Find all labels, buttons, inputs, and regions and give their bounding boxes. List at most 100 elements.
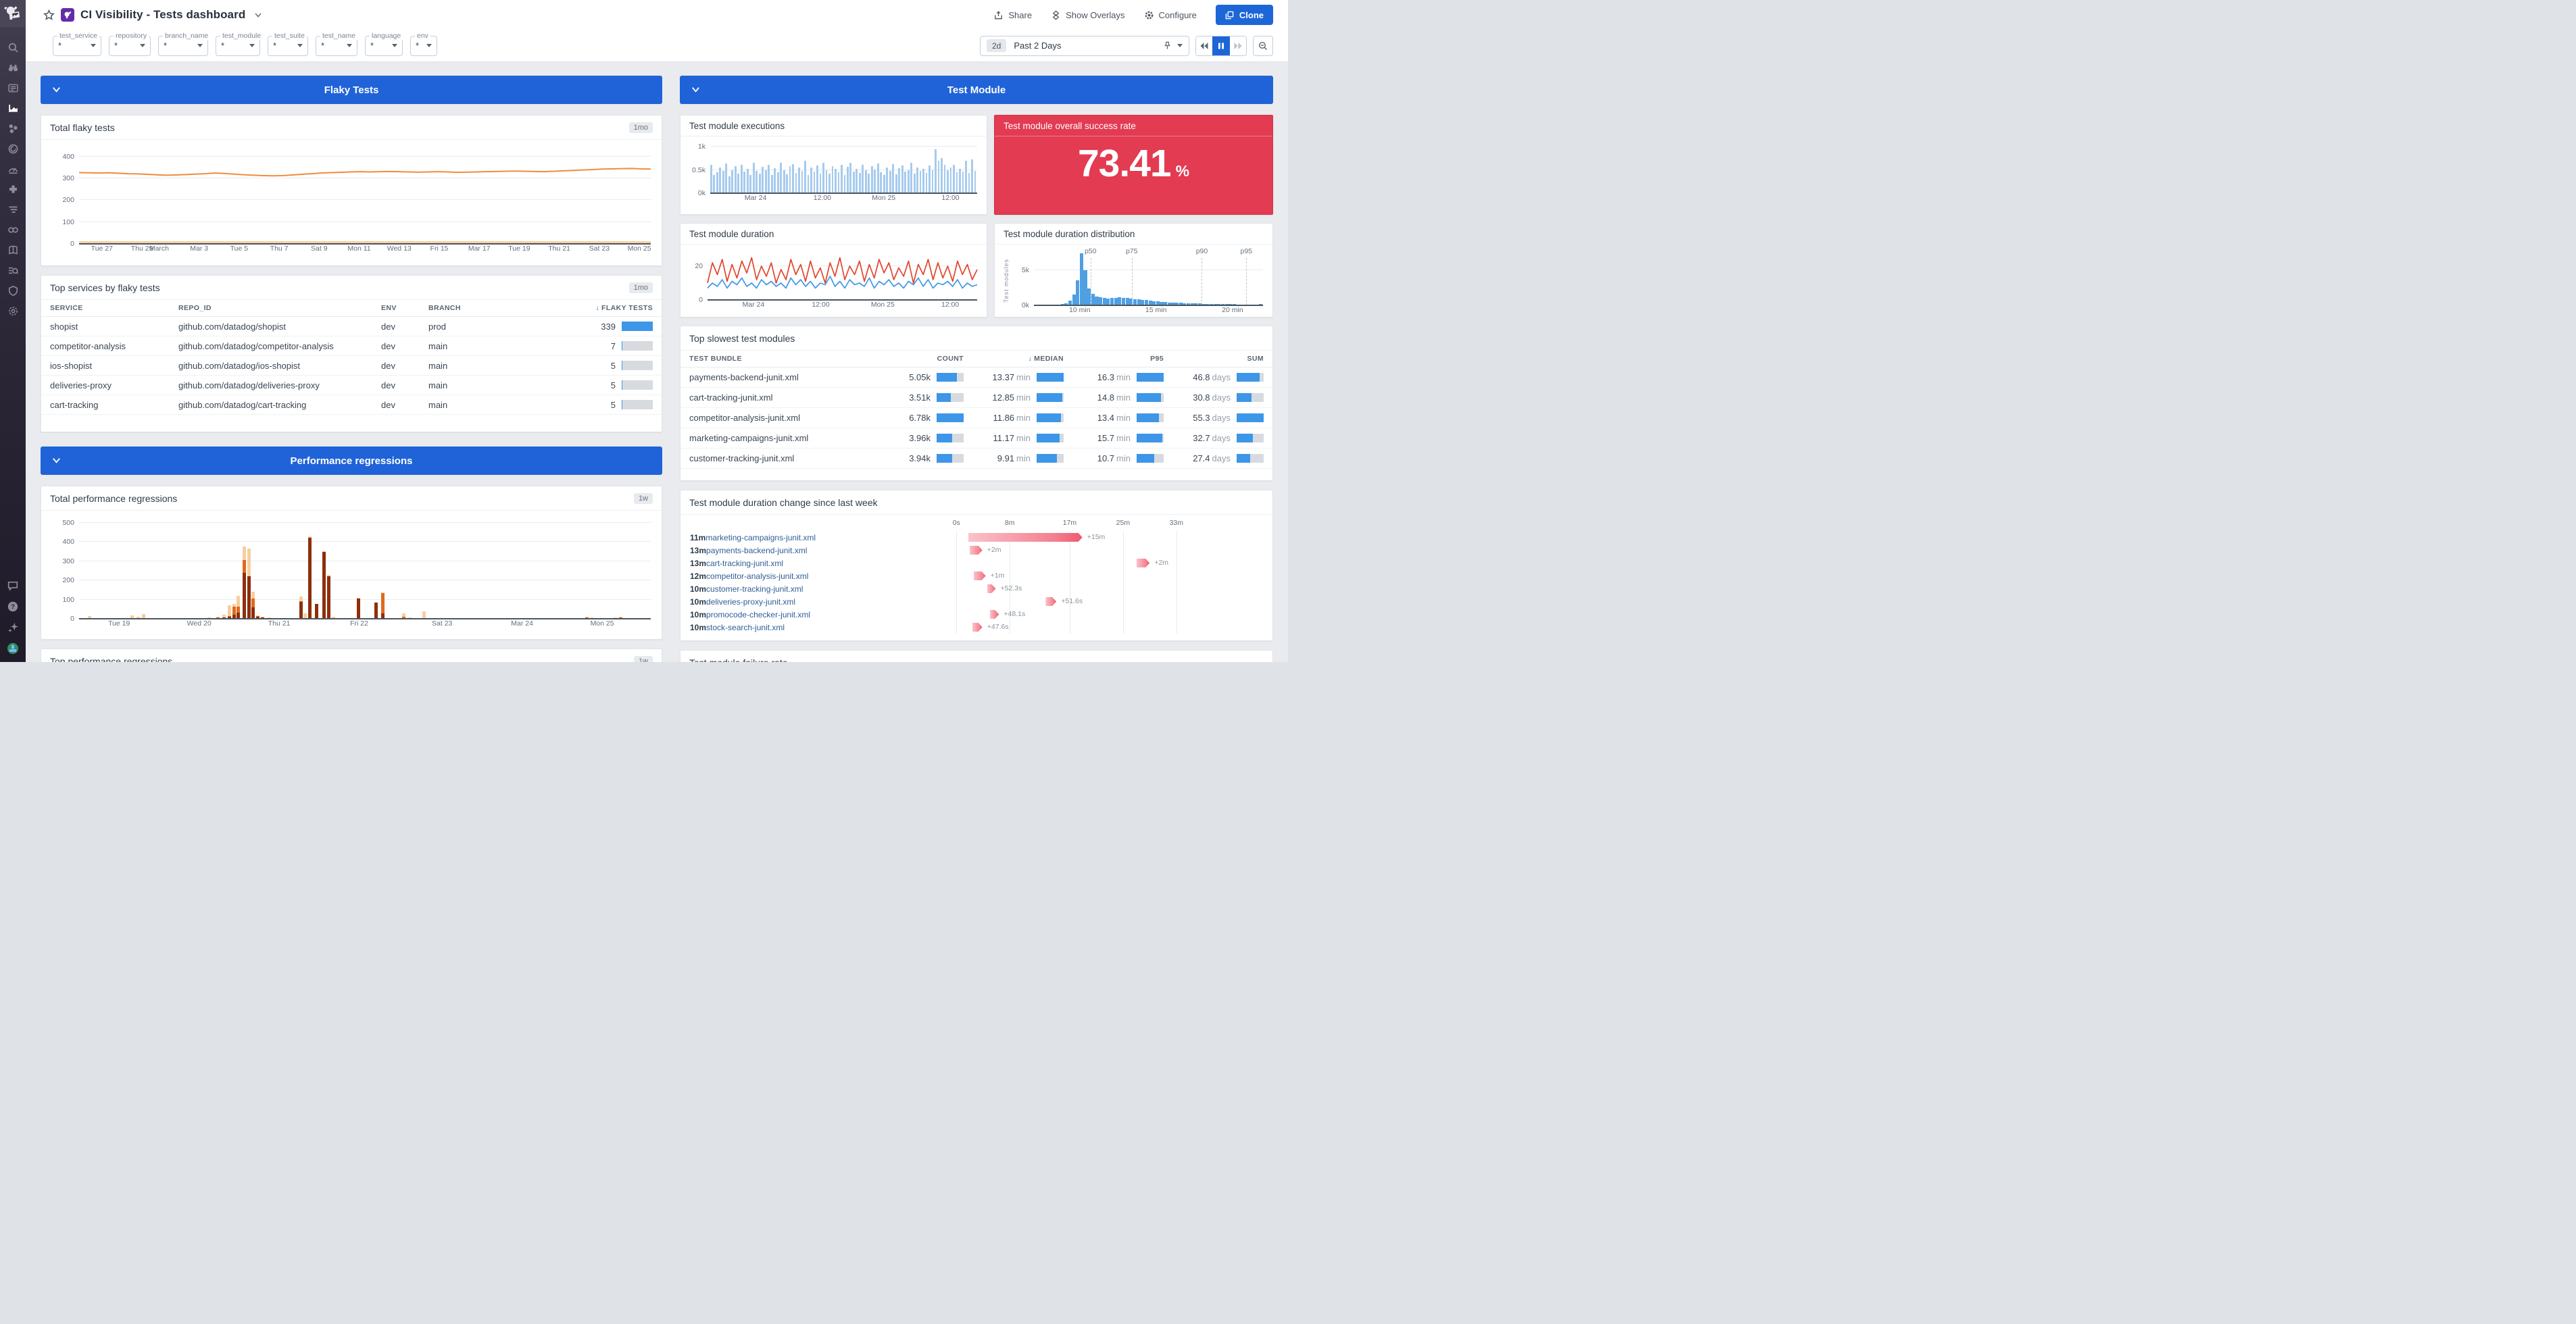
pin-icon[interactable] bbox=[1163, 41, 1172, 50]
watchdog-icon[interactable] bbox=[6, 62, 20, 74]
value-bar bbox=[937, 454, 964, 463]
filter-language[interactable]: language * bbox=[365, 31, 403, 56]
x-axis-labels: Mar 24 12:00 Mon 25 12:00 bbox=[710, 193, 977, 205]
collapse-chevron-icon[interactable] bbox=[51, 84, 61, 98]
x-tick: Sat 23 bbox=[589, 245, 610, 253]
module-link[interactable]: payments-backend-junit.xml bbox=[706, 545, 808, 555]
filter-test_service[interactable]: test_service * bbox=[53, 31, 101, 56]
module-duration-line-chart[interactable]: 0 20 bbox=[695, 253, 977, 304]
title-dropdown-caret-icon[interactable] bbox=[254, 11, 262, 19]
module-link[interactable]: stock-search-junit.xml bbox=[706, 622, 785, 632]
table-row[interactable]: marketing-campaigns-junit.xml 3.96k 11.17 m… bbox=[680, 428, 1272, 449]
flaky-tests-line-chart[interactable]: 0 100 200 300 400 bbox=[62, 148, 651, 248]
module-link[interactable]: promocode-checker-junit.xml bbox=[706, 609, 811, 619]
table-row[interactable]: shopist github.com/datadog/shopist dev prod… bbox=[41, 317, 662, 336]
configure-button[interactable]: Configure bbox=[1144, 10, 1197, 20]
module-link[interactable]: deliveries-proxy-junit.xml bbox=[706, 596, 796, 607]
performance-regressions-bar-chart[interactable]: 0 100 200 300 400 500 bbox=[62, 519, 651, 623]
table-row[interactable]: deliveries-proxy github.com/datadog/deliv… bbox=[41, 376, 662, 395]
user-avatar-icon[interactable] bbox=[6, 642, 20, 654]
favorite-star-icon[interactable] bbox=[43, 9, 55, 21]
change-row[interactable]: 10mpromocode-checker-junit.xml +48.1s bbox=[690, 609, 1026, 619]
infrastructure-icon[interactable] bbox=[6, 123, 20, 134]
settings-icon[interactable] bbox=[6, 305, 20, 317]
filter-repository[interactable]: repository * bbox=[109, 31, 151, 56]
time-forward-button[interactable] bbox=[1230, 36, 1246, 55]
table-row[interactable]: payments-backend-junit.xml 5.05k 13.37 min 1… bbox=[680, 367, 1272, 388]
zoom-out-button[interactable] bbox=[1253, 35, 1273, 56]
x-tick: Fri 15 bbox=[430, 245, 449, 253]
section-flaky-tests[interactable]: Flaky Tests bbox=[41, 76, 662, 104]
module-link[interactable]: marketing-campaigns-junit.xml bbox=[705, 532, 816, 542]
module-link[interactable]: customer-tracking-junit.xml bbox=[706, 584, 803, 594]
change-row[interactable]: 10mdeliveries-proxy-junit.xml +51.6s bbox=[690, 596, 1083, 607]
events-icon[interactable] bbox=[6, 82, 20, 94]
ci-pipelines-icon[interactable] bbox=[6, 224, 20, 236]
duration-distribution-histogram[interactable]: 0k 5k p50 p75 p90 p95 bbox=[1022, 247, 1263, 309]
clone-button[interactable]: Clone bbox=[1215, 5, 1273, 25]
x-axis-labels: Tue 19 Wed 20 Thu 21 Fri 22 Sat 23 Mar 24 Mon … bbox=[79, 619, 651, 630]
collapse-chevron-icon[interactable] bbox=[51, 455, 61, 469]
change-row[interactable]: 13mcart-tracking-junit.xml +2m bbox=[690, 558, 1169, 568]
collapse-chevron-icon[interactable] bbox=[691, 84, 701, 98]
overlays-icon bbox=[1052, 10, 1060, 20]
filter-bar: test_service * repository * branch_name * test… bbox=[26, 30, 1288, 62]
filter-test_name[interactable]: test_name * bbox=[316, 31, 358, 56]
x-tick: Mon 25 bbox=[590, 619, 614, 628]
table-row[interactable]: competitor-analysis github.com/datadog/co… bbox=[41, 336, 662, 356]
time-backward-button[interactable] bbox=[1196, 36, 1212, 55]
pause-refresh-button[interactable] bbox=[1212, 36, 1230, 55]
section-test-module[interactable]: Test Module bbox=[680, 76, 1273, 104]
filter-value: * bbox=[114, 41, 118, 51]
value-bar bbox=[622, 341, 653, 351]
copilot-icon[interactable] bbox=[6, 621, 20, 633]
logs-icon[interactable] bbox=[6, 204, 20, 215]
value-bar bbox=[1237, 413, 1264, 422]
change-row[interactable]: 13mpayments-backend-junit.xml +2m bbox=[690, 545, 1001, 555]
widget-top-services-by-flaky-tests: Top services by flaky tests 1mo SERVICE R… bbox=[41, 275, 662, 432]
change-row[interactable]: 10mcustomer-tracking-junit.xml +52.3s bbox=[690, 584, 1022, 594]
security-icon[interactable] bbox=[6, 285, 20, 297]
change-row[interactable]: 10mstock-search-junit.xml +47.6s bbox=[690, 622, 1009, 632]
x-tick: Tue 5 bbox=[230, 245, 249, 253]
module-link[interactable]: cart-tracking-junit.xml bbox=[706, 558, 784, 568]
datadog-logo-icon[interactable] bbox=[0, 0, 26, 27]
table-row[interactable]: cart-tracking-junit.xml 3.51k 12.85 min 14.8… bbox=[680, 388, 1272, 408]
filter-test_module[interactable]: test_module * bbox=[216, 31, 264, 56]
filter-test_suite[interactable]: test_suite * bbox=[268, 31, 308, 56]
time-range-picker[interactable]: 2d Past 2 Days bbox=[980, 35, 1189, 56]
module-link[interactable]: competitor-analysis-junit.xml bbox=[706, 571, 809, 581]
help-icon[interactable]: ? bbox=[6, 601, 20, 612]
x-axis-labels: 10 min 15 min 20 min bbox=[1034, 305, 1263, 317]
percentile-label: p75 bbox=[1125, 247, 1138, 255]
nav-icons bbox=[6, 42, 20, 317]
filter-branch_name[interactable]: branch_name * bbox=[158, 31, 211, 56]
apm-icon[interactable] bbox=[6, 143, 20, 155]
change-row[interactable]: 11mmarketing-campaigns-junit.xml +15m bbox=[690, 532, 1106, 542]
log-explorer-icon[interactable] bbox=[6, 265, 20, 276]
dashboards-icon[interactable] bbox=[6, 103, 20, 114]
widget-module-success-rate: Test module overall success rate 73.41 % bbox=[994, 115, 1273, 215]
integrations-icon[interactable] bbox=[6, 184, 20, 195]
search-icon[interactable] bbox=[6, 42, 20, 53]
value-bar bbox=[1237, 454, 1264, 463]
table-row[interactable]: cart-tracking github.com/datadog/cart-tra… bbox=[41, 395, 662, 415]
share-button[interactable]: Share bbox=[993, 10, 1032, 20]
module-executions-bar-chart[interactable]: 0k 0.5k 1k bbox=[692, 143, 977, 197]
value-bar bbox=[937, 373, 964, 382]
change-bar bbox=[1045, 597, 1056, 606]
table-row[interactable]: customer-tracking-junit.xml 3.94k 9.91 min 1… bbox=[680, 449, 1272, 469]
filter-value: * bbox=[416, 41, 420, 51]
metrics-icon[interactable] bbox=[6, 163, 20, 175]
show-overlays-button[interactable]: Show Overlays bbox=[1051, 10, 1125, 20]
widget-test-module-duration: Test module duration 0 20 Mar 24 12:00 Mon … bbox=[680, 223, 987, 317]
table-row[interactable]: ios-shopist github.com/datadog/ios-shopis… bbox=[41, 356, 662, 376]
section-performance-regressions[interactable]: Performance regressions bbox=[41, 447, 662, 475]
feedback-icon[interactable] bbox=[6, 580, 20, 591]
change-row[interactable]: 12mcompetitor-analysis-junit.xml +1m bbox=[690, 571, 1005, 581]
notebooks-icon[interactable] bbox=[6, 245, 20, 256]
filter-env[interactable]: env * bbox=[410, 31, 437, 56]
table-row[interactable]: competitor-analysis-junit.xml 6.78k 11.86 m… bbox=[680, 408, 1272, 428]
table-header: TEST BUNDLE COUNT ↓ MEDIAN P95 SUM bbox=[680, 351, 1272, 367]
duration-change-chart[interactable]: 0s 8m 17m 25m 33m 11mmarketing-campaigns-juni… bbox=[680, 515, 1272, 640]
